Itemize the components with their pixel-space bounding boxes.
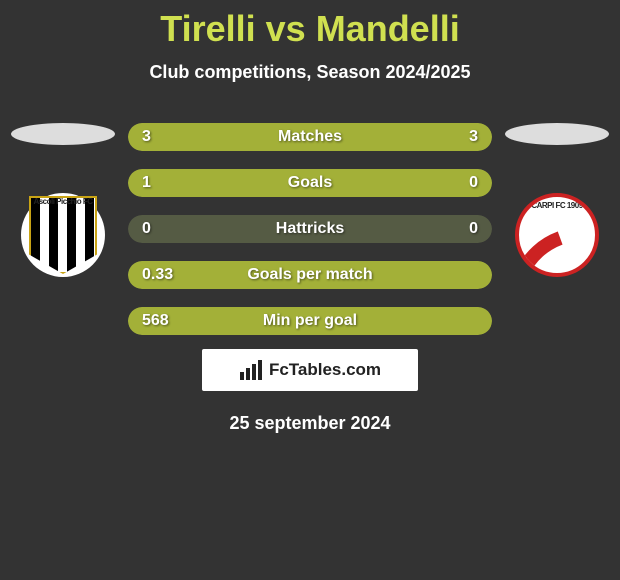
left-club-logo: Ascoli Picchio FC bbox=[21, 193, 105, 277]
stat-label: Goals bbox=[288, 174, 332, 192]
left-player-photo bbox=[11, 123, 115, 145]
stat-row: 3 3 Matches bbox=[128, 123, 492, 151]
date-line: 25 september 2024 bbox=[0, 413, 620, 434]
stat-value-right: 0 bbox=[469, 174, 478, 192]
stat-label: Goals per match bbox=[247, 266, 372, 284]
right-player-photo bbox=[505, 123, 609, 145]
stat-row: 0.33 Goals per match bbox=[128, 261, 492, 289]
stat-label: Matches bbox=[278, 128, 342, 146]
stats-column: 3 3 Matches 1 0 Goals 0 0 Hattricks 0.33 Goals per… bbox=[118, 123, 502, 335]
left-column: Ascoli Picchio FC bbox=[8, 123, 118, 277]
stat-value-left: 568 bbox=[142, 312, 169, 330]
stat-label: Min per goal bbox=[263, 312, 357, 330]
stat-value-left: 0.33 bbox=[142, 266, 173, 284]
stat-row: 568 Min per goal bbox=[128, 307, 492, 335]
right-club-label: CARPI FC 1909 bbox=[519, 201, 595, 210]
right-column: CARPI FC 1909 bbox=[502, 123, 612, 277]
stat-value-left: 0 bbox=[142, 220, 151, 238]
stat-value-left: 3 bbox=[142, 128, 151, 146]
stat-value-right: 3 bbox=[469, 128, 478, 146]
right-club-logo: CARPI FC 1909 bbox=[515, 193, 599, 277]
stat-value-right: 0 bbox=[469, 220, 478, 238]
bars-icon bbox=[239, 360, 263, 380]
page-title: Tirelli vs Mandelli bbox=[0, 8, 620, 50]
left-club-label: Ascoli Picchio FC bbox=[21, 197, 105, 206]
stat-row: 0 0 Hattricks bbox=[128, 215, 492, 243]
stat-label: Hattricks bbox=[276, 220, 344, 238]
watermark-text: FcTables.com bbox=[269, 360, 381, 380]
subtitle: Club competitions, Season 2024/2025 bbox=[0, 62, 620, 83]
main-row: Ascoli Picchio FC 3 3 Matches 1 0 Goals 0 0 Hatt… bbox=[0, 123, 620, 335]
watermark-box: FcTables.com bbox=[202, 349, 418, 391]
stat-row: 1 0 Goals bbox=[128, 169, 492, 197]
stat-value-left: 1 bbox=[142, 174, 151, 192]
